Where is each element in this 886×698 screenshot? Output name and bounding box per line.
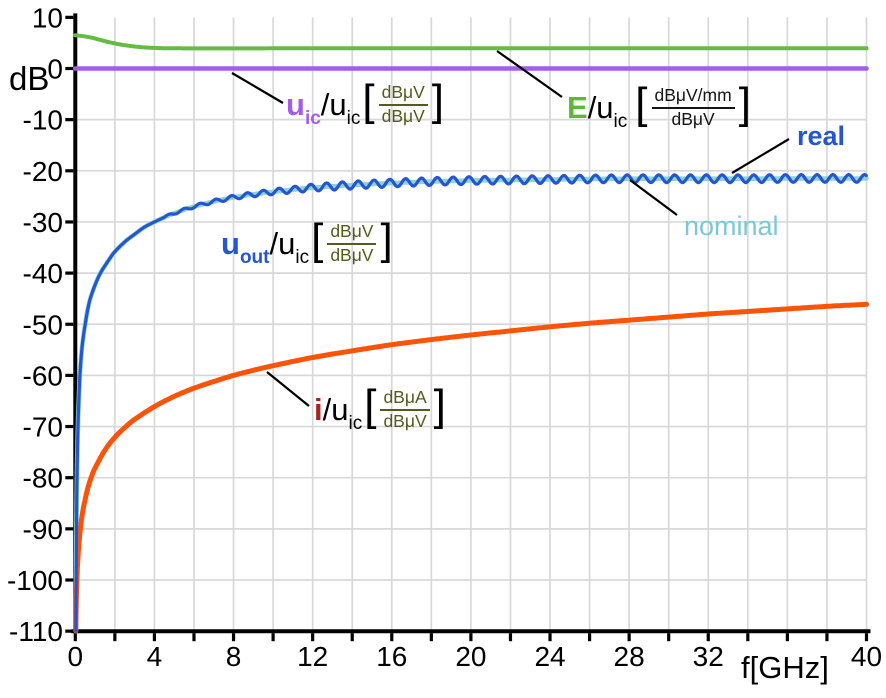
y-tick-label: -20 bbox=[23, 156, 63, 187]
x-tick-label: 20 bbox=[455, 641, 486, 672]
label-uic-over-uic: uic/uic [ dBμV dBμV ] bbox=[286, 76, 446, 129]
curve-i bbox=[73, 301, 869, 634]
uic-units-fraction: dBμV dBμV bbox=[378, 82, 428, 127]
open-bracket: [ bbox=[635, 79, 648, 128]
curve-E bbox=[73, 33, 869, 51]
label-nominal: nominal bbox=[684, 211, 779, 241]
i-denominator: /uic bbox=[322, 391, 363, 434]
x-tick-label: 16 bbox=[376, 641, 407, 672]
x-axis-title: f[GHz] bbox=[741, 650, 829, 685]
x-tick-label: 40 bbox=[851, 641, 882, 672]
y-tick-label: -100 bbox=[7, 565, 63, 596]
x-tick-label: 32 bbox=[693, 641, 724, 672]
x-tick-label: 8 bbox=[226, 641, 242, 672]
y-tick-label: -80 bbox=[23, 463, 63, 494]
curve-real bbox=[74, 173, 868, 633]
E-units-fraction: dBμV/mm dBμV bbox=[651, 85, 735, 130]
label-i-over-uic: i/uic [ dBμA dBμV ] bbox=[314, 381, 448, 434]
label-uout-over-uic: uout/uic [ dBμV dBμV ] bbox=[221, 215, 395, 268]
y-tick-label: -40 bbox=[23, 258, 63, 289]
leader-line-real bbox=[731, 138, 790, 174]
y-tick-label: -70 bbox=[23, 412, 63, 443]
y-tick-label: -110 bbox=[9, 616, 63, 647]
open-bracket: [ bbox=[311, 215, 324, 264]
uout-denominator: /uic bbox=[269, 225, 310, 268]
label-real: real bbox=[797, 121, 846, 151]
x-tick-label: 28 bbox=[614, 641, 645, 672]
open-bracket: [ bbox=[364, 381, 377, 430]
y-tick-label: -50 bbox=[23, 309, 63, 340]
uic-symbol: uic bbox=[286, 86, 321, 129]
x-tick-label: 24 bbox=[534, 641, 565, 672]
uout-symbol: uout bbox=[221, 225, 270, 268]
y-axis-title: dB bbox=[9, 60, 50, 97]
x-tick-label: 12 bbox=[297, 641, 328, 672]
uic-denominator: /uic bbox=[320, 86, 361, 129]
y-tick-label: 0 bbox=[47, 54, 63, 85]
uout-units-fraction: dBμV dBμV bbox=[327, 221, 377, 266]
open-bracket: [ bbox=[362, 76, 375, 125]
leader-line-i bbox=[266, 371, 310, 407]
close-bracket: ] bbox=[380, 215, 393, 264]
E-denominator: /uic bbox=[587, 89, 628, 132]
close-bracket: ] bbox=[738, 79, 751, 128]
x-tick-label: 4 bbox=[147, 641, 163, 672]
y-tick-label: -30 bbox=[23, 207, 63, 238]
close-bracket: ] bbox=[433, 381, 446, 430]
i-units-fraction: dBμA dBμV bbox=[380, 387, 430, 432]
E-symbol: E bbox=[567, 89, 588, 125]
leader-line-uic bbox=[231, 72, 284, 104]
close-bracket: ] bbox=[431, 76, 445, 125]
i-symbol: i bbox=[314, 391, 323, 427]
x-tick-label: 0 bbox=[68, 641, 84, 672]
y-tick-label: 10 bbox=[32, 2, 63, 33]
label-E-over-uic: E/uic [ dBμV/mm dBμV ] bbox=[567, 79, 753, 132]
y-tick-label: -90 bbox=[23, 514, 63, 545]
leader-line-E bbox=[496, 50, 563, 98]
leader-line-nominal bbox=[629, 179, 678, 216]
y-tick-label: -60 bbox=[23, 360, 63, 391]
y-tick-label: -10 bbox=[23, 105, 63, 136]
